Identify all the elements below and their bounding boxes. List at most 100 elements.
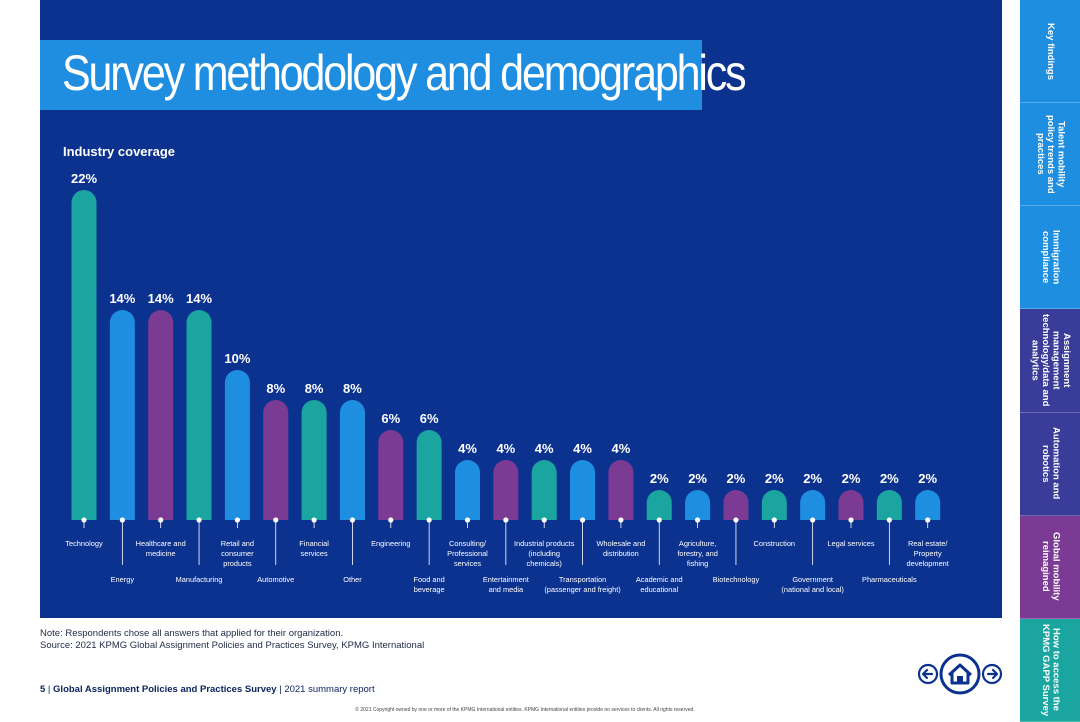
sidebar-tab-4[interactable]: Automation and robotics [1020, 412, 1080, 516]
bar-15 [646, 490, 672, 520]
sidebar-tab-label: Assignment management technology/data an… [1029, 314, 1072, 407]
tick-dot-6 [311, 517, 317, 523]
sidebar-tab-0[interactable]: Key findings [1020, 0, 1080, 104]
bar-4 [224, 369, 250, 520]
bar-21 [876, 490, 902, 520]
bar-6 [301, 400, 327, 520]
tick-dot-1 [119, 517, 125, 523]
sidebar-tab-label: Key findings [1045, 22, 1057, 80]
value-label-12: 4% [535, 441, 554, 456]
sidebar-nav: Key findings Talent mobility policy trend… [1020, 0, 1080, 722]
sidebar-tab-2[interactable]: Immigration compliance [1020, 206, 1080, 310]
sidebar-tab-3[interactable]: Assignment management technology/data an… [1020, 309, 1080, 413]
tick-dot-18 [771, 517, 777, 523]
bar-0 [71, 189, 97, 520]
tick-dot-16 [695, 517, 701, 523]
category-label-22: Real estate/Property development [907, 539, 949, 568]
category-label-12: Industrial products (including chemicals) [514, 539, 575, 568]
bar-5 [263, 400, 289, 520]
bar-19 [800, 490, 826, 520]
value-label-7: 8% [343, 381, 362, 396]
chart-title: Industry coverage [63, 144, 175, 159]
tick-dot-17 [733, 517, 739, 523]
value-label-2: 14% [148, 291, 174, 306]
value-label-5: 8% [266, 381, 285, 396]
bar-11 [493, 460, 519, 520]
sidebar-tab-1[interactable]: Talent mobility policy trends and practi… [1020, 103, 1080, 207]
source-text: Source: 2021 KPMG Global Assignment Poli… [40, 640, 425, 651]
category-label-1: Energy [111, 575, 135, 584]
category-label-16: Agriculture, forestry, and fishing [677, 539, 718, 568]
home-icon[interactable] [939, 653, 981, 695]
copyright: © 2021 Copyright owned by one or more of… [355, 707, 695, 713]
category-label-11: Entertainment and media [483, 575, 529, 594]
bar-17 [723, 490, 749, 520]
value-label-13: 4% [573, 441, 592, 456]
value-label-20: 2% [842, 471, 861, 486]
category-label-18: Construction [754, 539, 796, 548]
tick-dot-10 [464, 517, 471, 523]
category-label-3: Manufacturing [176, 575, 223, 584]
tick-dot-3 [196, 517, 202, 523]
value-label-10: 4% [458, 441, 477, 456]
category-label-2: Healthcare and medicine [136, 539, 186, 558]
tick-dot-19 [810, 517, 816, 523]
report-title: Global Assignment Policies and Practices… [53, 684, 277, 695]
bar-16 [685, 490, 711, 520]
tick-dot-9 [426, 517, 432, 523]
bar-9 [416, 429, 442, 520]
category-label-15: Academic and educational [636, 575, 683, 594]
category-label-7: Other [343, 575, 362, 584]
category-label-4: Retail and consumer products [221, 539, 254, 568]
bar-8 [378, 429, 404, 520]
tick-dot-11 [503, 517, 509, 523]
category-label-21: Pharmaceuticals [862, 575, 917, 584]
category-label-13: Transportation (passenger and freight) [544, 575, 620, 594]
value-label-17: 2% [727, 471, 746, 486]
tick-dot-2 [158, 517, 164, 523]
category-label-5: Automotive [257, 575, 294, 584]
value-label-9: 6% [420, 411, 439, 426]
category-label-0: Technology [65, 539, 103, 548]
sidebar-tab-label: Talent mobility policy trends and practi… [1034, 114, 1067, 194]
page-title: Survey methodology and demographics [62, 45, 747, 101]
bar-13 [570, 460, 596, 520]
industry-coverage-chart: 22% Technology 14% Energy 14% Healthcare and m… [65, 171, 949, 594]
tick-dot-0 [81, 517, 87, 523]
category-label-6: Financial services [299, 539, 329, 558]
tick-dot-5 [273, 517, 279, 523]
bar-3 [186, 310, 212, 520]
nav-icons [917, 653, 1003, 695]
arrow-left-icon[interactable] [917, 663, 939, 685]
arrow-right-icon[interactable] [981, 663, 1003, 685]
category-label-20: Legal services [827, 539, 875, 548]
bar-20 [838, 490, 864, 520]
value-label-18: 2% [765, 471, 784, 486]
footer-separator: | [45, 684, 54, 695]
value-label-21: 2% [880, 471, 899, 486]
value-label-19: 2% [803, 471, 822, 486]
title-band [40, 40, 702, 110]
value-label-4: 10% [224, 351, 250, 366]
category-label-10: Consulting/Professional services [447, 539, 488, 568]
category-label-17: Biotechnology [713, 575, 760, 584]
bar-7 [339, 400, 365, 520]
report-edition: 2021 summary report [284, 684, 375, 695]
tick-dot-12 [541, 517, 547, 523]
tick-dot-13 [579, 517, 586, 523]
tick-dot-22 [925, 517, 931, 523]
bar-10 [455, 460, 480, 520]
category-label-14: Wholesale and distribution [596, 539, 645, 558]
bar-12 [531, 460, 557, 520]
page-number: 5 [40, 684, 46, 695]
sidebar-tab-label: Automation and robotics [1040, 427, 1062, 500]
sidebar-tab-label: Global mobility reimagined [1040, 532, 1062, 602]
footer-separator: | [276, 684, 285, 695]
value-label-6: 8% [305, 381, 324, 396]
sidebar-tab-5[interactable]: Global mobility reimagined [1020, 515, 1080, 619]
value-label-8: 6% [381, 411, 400, 426]
bar-1 [109, 310, 135, 520]
value-label-15: 2% [650, 471, 669, 486]
sidebar-tab-6[interactable]: How to access the KPMG GAPP Survey [1020, 618, 1080, 722]
value-label-1: 14% [109, 291, 135, 306]
